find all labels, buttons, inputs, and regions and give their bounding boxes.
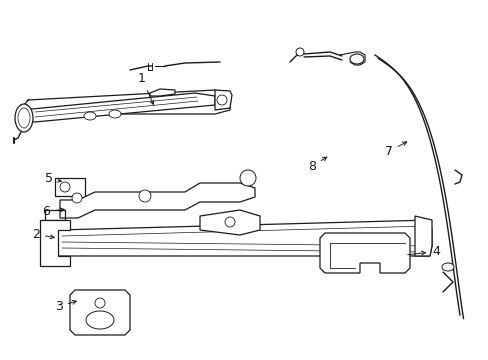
Circle shape bbox=[240, 170, 256, 186]
Circle shape bbox=[295, 48, 304, 56]
Ellipse shape bbox=[217, 95, 226, 105]
Polygon shape bbox=[200, 210, 260, 235]
Text: 3: 3 bbox=[55, 300, 76, 313]
Circle shape bbox=[139, 190, 151, 202]
Text: 8: 8 bbox=[307, 157, 326, 173]
Circle shape bbox=[72, 193, 82, 203]
Circle shape bbox=[224, 217, 235, 227]
Polygon shape bbox=[150, 89, 175, 96]
Polygon shape bbox=[60, 183, 254, 218]
Ellipse shape bbox=[15, 104, 33, 132]
Ellipse shape bbox=[86, 311, 114, 329]
Text: 6: 6 bbox=[42, 205, 64, 218]
Polygon shape bbox=[70, 290, 130, 335]
Ellipse shape bbox=[441, 263, 453, 271]
Ellipse shape bbox=[18, 108, 30, 128]
Polygon shape bbox=[40, 220, 70, 266]
Polygon shape bbox=[55, 178, 85, 206]
Polygon shape bbox=[414, 216, 431, 256]
Polygon shape bbox=[215, 90, 231, 110]
Text: 7: 7 bbox=[384, 142, 406, 158]
Circle shape bbox=[60, 182, 70, 192]
Polygon shape bbox=[20, 93, 215, 122]
Text: 5: 5 bbox=[45, 172, 61, 185]
Polygon shape bbox=[319, 233, 409, 273]
Polygon shape bbox=[58, 220, 431, 256]
Text: 4: 4 bbox=[407, 245, 439, 258]
Text: 1: 1 bbox=[138, 72, 153, 104]
Circle shape bbox=[95, 298, 105, 308]
Ellipse shape bbox=[84, 112, 96, 120]
Text: 2: 2 bbox=[32, 228, 54, 241]
Ellipse shape bbox=[349, 54, 363, 64]
Ellipse shape bbox=[109, 110, 121, 118]
